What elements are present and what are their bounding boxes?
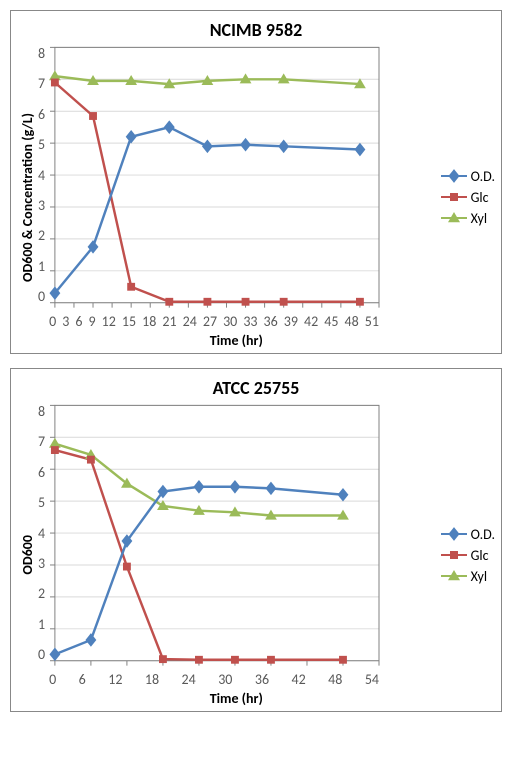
x-axis-label: Time (hr) xyxy=(38,332,435,349)
legend-label: Glc xyxy=(471,547,489,564)
xtick-label: 54 xyxy=(365,671,379,688)
chart-title: NCIMB 9582 xyxy=(17,19,495,41)
y-axis-label: OD600 xyxy=(17,535,38,575)
legend-item-glc: Glc xyxy=(441,547,495,564)
ytick-label: 6 xyxy=(38,464,45,481)
ytick-label: 8 xyxy=(38,403,45,420)
xtick-label: 15 xyxy=(122,313,136,330)
charts-container: NCIMB 9582 OD600 & Concentration (g/L) 8… xyxy=(10,10,502,712)
legend-label: Xyl xyxy=(471,568,488,585)
chart-atcc25755: ATCC 25755 OD600 876543210 0612182430364… xyxy=(10,368,502,712)
ytick-label: 4 xyxy=(38,525,45,542)
xtick-label: 18 xyxy=(142,313,156,330)
ytick-label: 5 xyxy=(38,494,45,511)
xtick-label: 42 xyxy=(304,313,318,330)
xtick-label: 21 xyxy=(162,313,176,330)
xtick-label: 0 xyxy=(49,671,56,688)
xtick-label: 9 xyxy=(89,313,96,330)
legend-label: O.D. xyxy=(471,168,495,185)
ytick-label: 8 xyxy=(38,45,45,62)
xtick-label: 24 xyxy=(182,671,196,688)
legend-label: O.D. xyxy=(471,526,495,543)
xtick-label: 30 xyxy=(223,313,237,330)
legend: O.D. Glc Xyl xyxy=(435,522,495,589)
ytick-label: 5 xyxy=(38,136,45,153)
legend-label: Glc xyxy=(471,189,489,206)
legend-item-od: O.D. xyxy=(441,526,495,543)
chart-ncimb9582: NCIMB 9582 OD600 & Concentration (g/L) 8… xyxy=(10,10,502,354)
ytick-label: 4 xyxy=(38,167,45,184)
y-ticks: 8 7 6 5 4 3 2 1 0 xyxy=(38,403,49,663)
xtick-label: 51 xyxy=(365,313,379,330)
x-axis-label: Time (hr) xyxy=(38,690,435,707)
x-ticks: 0 6 12 18 24 30 36 42 48 54 xyxy=(49,669,379,688)
xtick-label: 42 xyxy=(292,671,306,688)
legend: O.D. Glc Xyl xyxy=(435,164,495,231)
legend-item-xyl: Xyl xyxy=(441,210,495,227)
xtick-label: 18 xyxy=(145,671,159,688)
ytick-label: 7 xyxy=(38,75,45,92)
ytick-label: 7 xyxy=(38,433,45,450)
xtick-label: 0 xyxy=(49,313,56,330)
xtick-label: 6 xyxy=(79,671,86,688)
xtick-label: 27 xyxy=(203,313,217,330)
plot-area: 03691215182124273033363942454851 xyxy=(49,45,379,330)
xtick-label: 36 xyxy=(264,313,278,330)
legend-item-xyl: Xyl xyxy=(441,568,495,585)
xtick-label: 24 xyxy=(183,313,197,330)
ytick-label: 0 xyxy=(38,646,45,663)
legend-label: Xyl xyxy=(471,210,488,227)
xtick-label: 12 xyxy=(108,671,122,688)
xtick-label: 45 xyxy=(324,313,338,330)
ytick-label: 2 xyxy=(38,227,45,244)
ytick-label: 6 xyxy=(38,106,45,123)
xtick-label: 48 xyxy=(328,671,342,688)
legend-item-od: O.D. xyxy=(441,168,495,185)
xtick-label: 33 xyxy=(243,313,257,330)
xtick-label: 12 xyxy=(102,313,116,330)
y-ticks: 8 7 6 5 4 3 2 1 0 xyxy=(38,45,49,305)
ytick-label: 1 xyxy=(38,616,45,633)
y-axis-label: OD600 & Concentration (g/L) xyxy=(17,113,38,282)
ytick-label: 3 xyxy=(38,555,45,572)
ytick-label: 3 xyxy=(38,197,45,214)
ytick-label: 2 xyxy=(38,585,45,602)
xtick-label: 39 xyxy=(284,313,298,330)
xtick-label: 6 xyxy=(75,313,82,330)
xtick-label: 36 xyxy=(255,671,269,688)
legend-item-glc: Glc xyxy=(441,189,495,206)
ytick-label: 0 xyxy=(38,288,45,305)
xtick-label: 3 xyxy=(62,313,69,330)
chart-title: ATCC 25755 xyxy=(17,377,495,399)
xtick-label: 48 xyxy=(344,313,358,330)
x-ticks: 03691215182124273033363942454851 xyxy=(49,311,379,330)
ytick-label: 1 xyxy=(38,258,45,275)
xtick-label: 30 xyxy=(218,671,232,688)
plot-area: 0 6 12 18 24 30 36 42 48 54 xyxy=(49,403,379,688)
